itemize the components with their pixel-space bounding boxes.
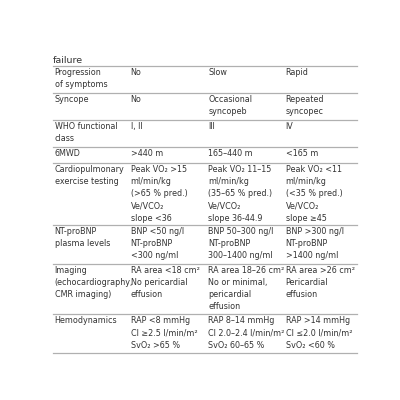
Text: No: No [131,68,142,77]
Text: Repeated
syncopec: Repeated syncopec [286,95,324,116]
Text: RAP <8 mmHg
CI ≥2.5 l/min/m²
SvO₂ >65 %: RAP <8 mmHg CI ≥2.5 l/min/m² SvO₂ >65 % [131,316,197,350]
Text: BNP 50–300 ng/l
NT-proBNP
300–1400 ng/ml: BNP 50–300 ng/l NT-proBNP 300–1400 ng/ml [208,227,274,260]
Text: No: No [131,95,142,104]
Text: RAP >14 mmHg
CI ≤2.0 l/min/m²
SvO₂ <60 %: RAP >14 mmHg CI ≤2.0 l/min/m² SvO₂ <60 % [286,316,352,350]
Text: Progression
of symptoms: Progression of symptoms [55,68,107,89]
Text: Peak VO₂ >15
ml/min/kg
(>65 % pred.)
Ve/VCO₂
slope <36: Peak VO₂ >15 ml/min/kg (>65 % pred.) Ve/… [131,165,187,223]
Text: BNP <50 ng/l
NT-proBNP
<300 ng/ml: BNP <50 ng/l NT-proBNP <300 ng/ml [131,227,184,260]
Text: RA area >26 cm²
Pericardial
effusion: RA area >26 cm² Pericardial effusion [286,266,355,299]
Text: NT-proBNP
plasma levels: NT-proBNP plasma levels [55,227,110,248]
Text: Syncope: Syncope [55,95,89,104]
Text: 6MWD: 6MWD [55,150,80,158]
Text: I, II: I, II [131,122,142,131]
Text: failure: failure [53,56,83,65]
Text: RA area <18 cm²
No pericardial
effusion: RA area <18 cm² No pericardial effusion [131,266,200,299]
Text: Occasional
syncopeb: Occasional syncopeb [208,95,252,116]
Text: <165 m: <165 m [286,150,318,158]
Text: >440 m: >440 m [131,150,163,158]
Text: Imaging
(echocardiography,
CMR imaging): Imaging (echocardiography, CMR imaging) [55,266,133,299]
Text: 165–440 m: 165–440 m [208,150,253,158]
Text: RAP 8–14 mmHg
CI 2.0–2.4 l/min/m²
SvO₂ 60–65 %: RAP 8–14 mmHg CI 2.0–2.4 l/min/m² SvO₂ 6… [208,316,284,350]
Text: IV: IV [286,122,293,131]
Text: Hemodynamics: Hemodynamics [55,316,117,325]
Text: WHO functional
class: WHO functional class [55,122,117,143]
Text: Cardiopulmonary
exercise testing: Cardiopulmonary exercise testing [55,165,124,186]
Text: Peak VO₂ <11
ml/min/kg
(<35 % pred.)
Ve/VCO₂
slope ≥45: Peak VO₂ <11 ml/min/kg (<35 % pred.) Ve/… [286,165,342,223]
Text: BNP >300 ng/l
NT-proBNP
>1400 ng/ml: BNP >300 ng/l NT-proBNP >1400 ng/ml [286,227,344,260]
Text: RA area 18–26 cm²
No or minimal,
pericardial
effusion: RA area 18–26 cm² No or minimal, pericar… [208,266,284,311]
Text: Rapid: Rapid [286,68,308,77]
Text: Slow: Slow [208,68,227,77]
Text: III: III [208,122,215,131]
Text: Peak VO₂ 11–15
ml/min/kg
(35–65 % pred.)
Ve/VCO₂
slope 36-44.9: Peak VO₂ 11–15 ml/min/kg (35–65 % pred.)… [208,165,272,223]
